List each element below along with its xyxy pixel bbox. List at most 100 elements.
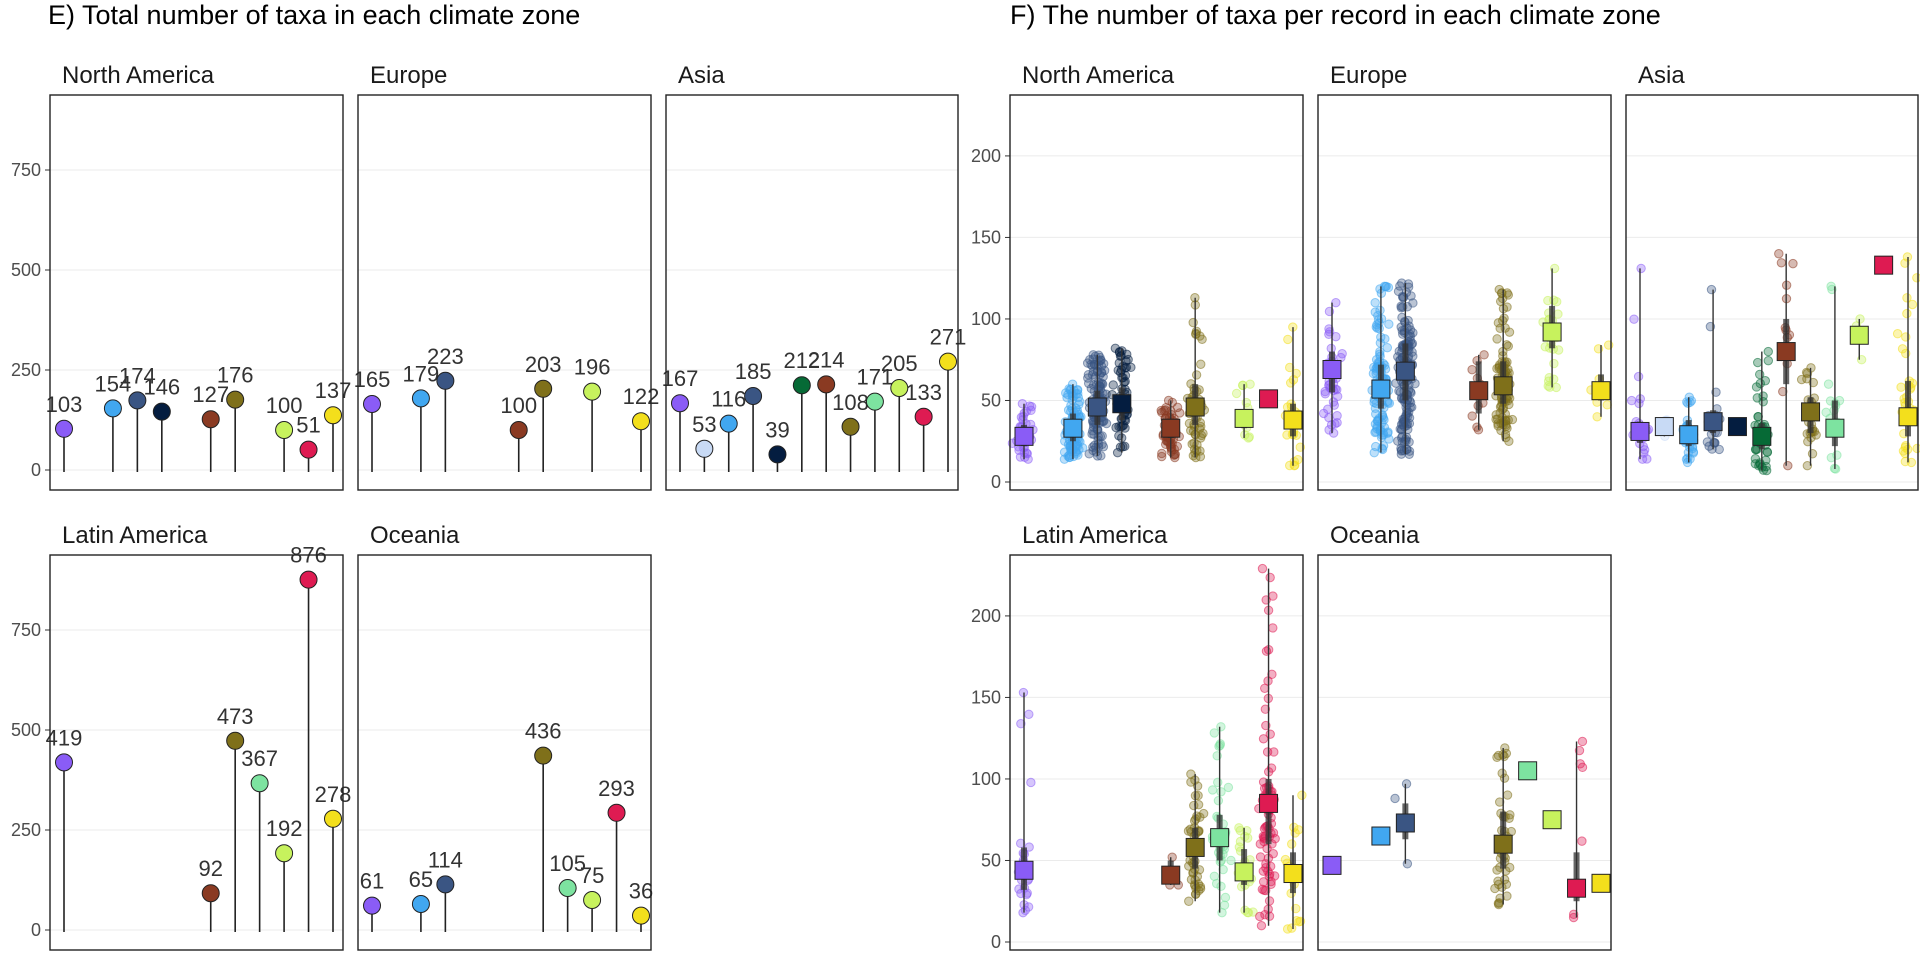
median-square (1283, 410, 1303, 430)
jitter-point (1491, 410, 1501, 420)
jitter-point (1495, 797, 1505, 807)
jitter-point (1629, 314, 1639, 324)
value-label: 92 (198, 856, 222, 881)
jitter-point (1827, 284, 1837, 295)
median-square (1087, 397, 1107, 417)
jitter-point (1912, 273, 1920, 283)
median-square (1234, 862, 1254, 882)
jitter-point (1626, 395, 1637, 406)
jitter-point (1297, 790, 1307, 800)
iqr-box (1573, 852, 1580, 902)
median-square (1259, 389, 1279, 409)
jitter-point (1268, 623, 1278, 633)
jitter-point (1763, 346, 1773, 357)
lollipop-point (671, 394, 689, 413)
median-square (1063, 418, 1083, 438)
median-square (1567, 878, 1587, 898)
jitter-point (1776, 258, 1787, 268)
facet-E-latin-america: Latin America025050075041992473367192876… (11, 522, 352, 951)
jitter-point (1287, 923, 1297, 933)
jitter-point (1371, 441, 1381, 452)
jitter-point (1499, 313, 1509, 323)
jitter-point (1892, 329, 1903, 339)
jitter-point (1375, 284, 1385, 294)
median-square (1161, 865, 1181, 885)
jitter-point (1209, 728, 1220, 738)
lollipop-point (841, 417, 860, 436)
y-tick-label: 0 (31, 460, 41, 480)
jitter-point (1758, 397, 1768, 407)
lollipop-point (324, 406, 342, 425)
median-square (1185, 837, 1205, 857)
jitter-point (1494, 898, 1504, 908)
jitter-point (1157, 451, 1167, 462)
jitter-point (1492, 334, 1502, 344)
y-tick-label: 250 (11, 820, 41, 840)
value-label: 165 (354, 367, 391, 392)
value-label: 105 (549, 851, 586, 876)
jitter-point (1492, 865, 1502, 875)
jitter-point (1167, 852, 1177, 862)
jitter-point (1543, 381, 1553, 391)
jitter-point (1501, 879, 1512, 890)
lollipop-point (201, 884, 220, 903)
jitter-point (1108, 380, 1118, 390)
jitter-point (1093, 439, 1104, 449)
value-label: 36 (629, 879, 653, 904)
lollipop-point (583, 382, 602, 401)
jitter-point (1504, 813, 1514, 823)
median-square (1727, 417, 1747, 437)
jitter-point (1402, 859, 1413, 869)
value-label: 75 (580, 863, 604, 888)
y-tick-label: 200 (971, 606, 1001, 626)
jitter-point (1574, 745, 1585, 756)
jitter-point (1577, 836, 1587, 846)
jitter-point (1499, 773, 1510, 783)
jitter-point (1384, 319, 1394, 329)
lollipop-point (55, 753, 73, 772)
lollipop-point (792, 376, 811, 395)
jitter-point (1238, 380, 1248, 391)
facet-F-latin-america: Latin America 0 50 100 150 200 (971, 522, 1307, 952)
median-square (1654, 417, 1674, 437)
facet-border (49, 554, 344, 951)
jitter-point (1071, 403, 1081, 413)
jitter-point (1401, 779, 1412, 789)
jitter-point (1022, 888, 1032, 898)
jitter-point (1602, 400, 1612, 410)
lollipop-point (914, 407, 933, 426)
jitter-point (1245, 379, 1255, 389)
y-tick-label: 50 (981, 390, 1001, 410)
facet-border (1009, 554, 1304, 951)
jitter-point (1711, 387, 1721, 397)
facet-border (357, 94, 652, 491)
jitter-point (1083, 373, 1093, 383)
jitter-point (1264, 869, 1275, 879)
value-label: 127 (192, 382, 229, 407)
facet-border (357, 554, 652, 951)
jitter-point (1900, 258, 1910, 268)
jitter-point (1216, 787, 1226, 797)
lollipop-point (128, 391, 147, 410)
value-label: 293 (598, 776, 635, 801)
jitter-point (1912, 443, 1920, 454)
value-label: 185 (735, 359, 772, 384)
jitter-point (1026, 777, 1036, 788)
jitter-point (1099, 416, 1109, 426)
jitter-point (1184, 896, 1194, 906)
lollipop-point (436, 875, 455, 894)
jitter-point (1568, 909, 1579, 920)
jitter-point (1714, 444, 1724, 455)
facet-title: Europe (1330, 62, 1407, 89)
jitter-point (1762, 447, 1772, 457)
value-label: 278 (315, 782, 352, 807)
facet-title: Oceania (1330, 522, 1420, 549)
value-label: 116 (711, 387, 746, 412)
jitter-point (1020, 905, 1031, 916)
jitter-point (1207, 785, 1218, 795)
facet-F-asia: Asia (1625, 62, 1920, 491)
jitter-point (1502, 790, 1513, 800)
lollipop-point (768, 445, 787, 464)
